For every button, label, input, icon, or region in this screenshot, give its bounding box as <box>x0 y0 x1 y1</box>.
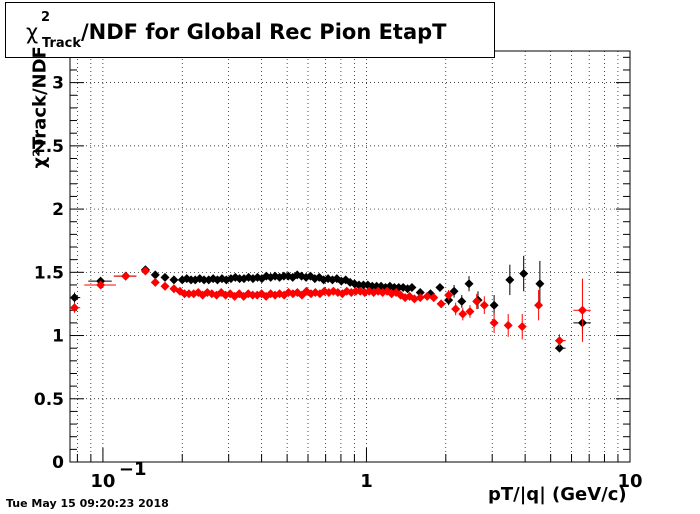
data-point-black <box>457 296 467 306</box>
data-point-black <box>535 279 545 289</box>
data-point-red <box>69 303 79 313</box>
data-point-red <box>517 322 527 332</box>
y-tick-label: 3 <box>52 74 64 94</box>
data-point-red <box>489 318 499 328</box>
data-point-red <box>436 299 446 309</box>
data-point-red <box>140 266 150 276</box>
data-point-black <box>199 275 209 285</box>
y-axis-label-wrap: χ²Track/NDF <box>2 46 52 170</box>
data-point-black <box>169 275 179 285</box>
data-points <box>69 255 591 353</box>
chart-title-box: χ 2 Track /NDF for Global Rec Pion EtapT <box>5 2 495 58</box>
x-axis-label: pT/|q| (GeV/c) <box>488 484 627 505</box>
y-tick-label: 0 <box>52 453 64 473</box>
data-point-red <box>150 277 160 287</box>
data-point-black <box>464 279 474 289</box>
timestamp: Tue May 15 09:20:23 2018 <box>6 497 169 510</box>
data-point-black <box>160 272 170 282</box>
data-point-black <box>407 282 417 292</box>
data-point-red <box>415 293 425 303</box>
data-point-red <box>184 289 194 299</box>
data-point-red <box>503 320 513 330</box>
chart-title: /NDF for Global Rec Pion EtapT <box>81 20 447 44</box>
data-point-red <box>248 290 258 300</box>
grid-lines <box>70 51 630 463</box>
title-chi-symbol: χ <box>26 20 39 44</box>
data-point-red <box>409 294 419 304</box>
data-point-red <box>121 271 131 281</box>
data-point-red <box>96 280 106 290</box>
data-point-black <box>449 286 459 296</box>
data-point-black <box>69 293 79 303</box>
data-point-red <box>444 290 454 300</box>
data-point-red <box>458 309 468 319</box>
data-point-red <box>160 281 170 291</box>
data-point-red <box>465 307 475 317</box>
y-tick-label: 2.5 <box>34 137 64 157</box>
x-tick-label: 10 <box>90 471 115 492</box>
data-point-black <box>505 275 515 285</box>
data-point-red <box>534 300 544 310</box>
data-point-black <box>554 343 564 353</box>
data-point-black <box>150 270 160 280</box>
data-point-red <box>554 336 564 346</box>
data-point-red <box>479 300 489 310</box>
title-subscript: Track <box>42 36 81 51</box>
plot-frame <box>69 50 631 463</box>
data-point-black <box>519 269 529 279</box>
y-tick-label: 2 <box>52 200 64 220</box>
x-tick-label: 10 <box>617 471 642 492</box>
y-tick-label: 1.5 <box>34 263 64 283</box>
title-superscript: 2 <box>41 10 51 25</box>
data-point-red <box>472 296 482 306</box>
data-point-red <box>451 304 461 314</box>
data-point-red <box>577 305 587 315</box>
x-tick-label: 1 <box>360 471 373 492</box>
data-point-red <box>429 293 439 303</box>
data-point-black <box>435 282 445 292</box>
y-axis-label: χ²Track/NDF <box>29 46 51 169</box>
y-tick-label: 0.5 <box>34 390 64 410</box>
x-tick-label-exponent: −1 <box>119 459 147 480</box>
y-tick-label: 1 <box>52 327 64 347</box>
data-point-red <box>422 291 432 301</box>
data-point-black <box>415 288 425 298</box>
data-point-black <box>489 300 499 310</box>
